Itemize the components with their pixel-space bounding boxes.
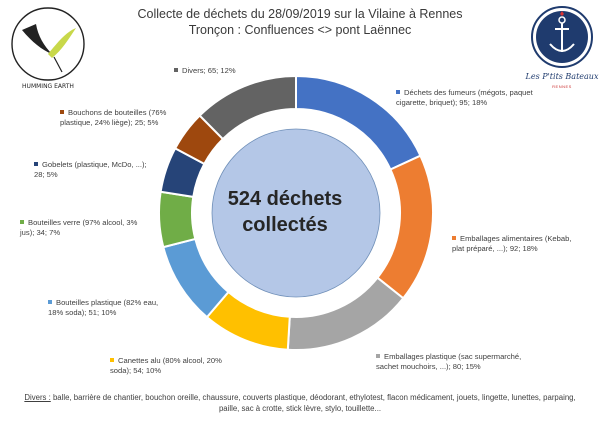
donut-slice-8 — [198, 74, 297, 141]
legend-swatch — [174, 68, 178, 72]
chart-title-block: Collecte de déchets du 28/09/2019 sur la… — [110, 6, 490, 38]
slice-label-fumeurs: Déchets des fumeurs (mégots, paquet ciga… — [396, 88, 546, 108]
donut-slice-1 — [376, 154, 434, 300]
slice-label-text: Canettes alu (80% alcool, 20% soda); 54;… — [110, 356, 222, 375]
footer-note: Divers : balle, barrière de chantier, bo… — [20, 392, 580, 414]
center-circle — [211, 128, 381, 298]
chart-title: Collecte de déchets du 28/09/2019 sur la… — [137, 7, 463, 21]
slice-label-bouteilles-verre: Bouteilles verre (97% alcool, 3% jus); 3… — [20, 218, 140, 238]
slice-label-canettes: Canettes alu (80% alcool, 20% soda); 54;… — [110, 356, 230, 376]
legend-swatch — [376, 354, 380, 358]
slice-label-text: Emballages alimentaires (Kebab, plat pré… — [452, 234, 572, 253]
slice-label-alimentaires: Emballages alimentaires (Kebab, plat pré… — [452, 234, 580, 254]
donut-slice-5 — [158, 190, 197, 249]
slice-label-bouteilles-plastique: Bouteilles plastique (82% eau, 18% soda)… — [48, 298, 166, 318]
legend-swatch — [60, 110, 64, 114]
legend-swatch — [34, 162, 38, 166]
les-ptits-bateaux-logo: Les P'tits Bateaux RENNES — [524, 4, 600, 96]
slice-label-text: Bouteilles plastique (82% eau, 18% soda)… — [48, 298, 159, 317]
logo-right-subtext: RENNES — [552, 84, 572, 89]
slice-label-text: Bouchons de bouteilles (76% plastique, 2… — [60, 108, 167, 127]
humming-earth-logo: HUMMING EARTH — [11, 7, 85, 90]
slice-label-text: Gobelets (plastique, McDo, ...); 28; 5% — [34, 160, 147, 179]
legend-swatch — [48, 300, 52, 304]
slice-label-text: Déchets des fumeurs (mégots, paquet ciga… — [396, 88, 533, 107]
slice-label-gobelets: Gobelets (plastique, McDo, ...); 28; 5% — [34, 160, 152, 180]
donut-slices — [158, 74, 434, 351]
footer-text: balle, barrière de chantier, bouchon ore… — [50, 393, 576, 413]
logo-right-text: Les P'tits Bateaux — [525, 72, 599, 81]
chart-subtitle: Tronçon : Confluences <> pont Laënnec — [188, 23, 412, 37]
slice-label-bouchons: Bouchons de bouteilles (76% plastique, 2… — [60, 108, 178, 128]
footer-prefix: Divers : — [24, 393, 51, 402]
slice-label-emballages-plastique: Emballages plastique (sac supermarché, s… — [376, 352, 534, 372]
logo-left-text: HUMMING EARTH — [22, 83, 74, 90]
legend-swatch — [396, 90, 400, 94]
slice-label-text: Divers; 65; 12% — [182, 66, 236, 75]
legend-swatch — [110, 358, 114, 362]
center-label: 524 déchets collectés — [205, 186, 365, 238]
center-label-line1: 524 déchets — [227, 188, 343, 210]
slice-label-text: Bouteilles verre (97% alcool, 3% jus); 3… — [20, 218, 138, 237]
legend-swatch — [20, 220, 24, 224]
legend-swatch — [452, 236, 456, 240]
anchor-icon — [531, 6, 593, 68]
center-label-line2: collectés — [242, 214, 328, 236]
slice-label-divers: Divers; 65; 12% — [174, 66, 274, 76]
slice-label-text: Emballages plastique (sac supermarché, s… — [376, 352, 522, 371]
